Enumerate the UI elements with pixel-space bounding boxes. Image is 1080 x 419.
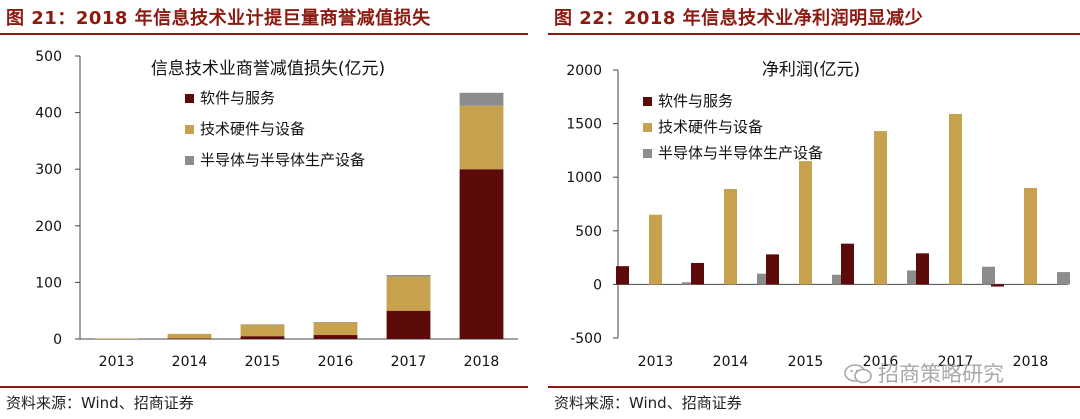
x-tick-label: 2015: [245, 354, 281, 370]
wechat-icon: [844, 364, 872, 384]
bar-2017-s0: [916, 253, 929, 285]
x-tick-label: 2013: [638, 354, 674, 370]
left-source-note: 资料来源：Wind、招商证券: [6, 394, 194, 412]
legend-label-1: 技术硬件与设备: [658, 118, 763, 136]
right-title-rule: [548, 33, 1080, 35]
watermark-text: 招商策略研究: [878, 362, 1004, 386]
y-tick-label: 400: [35, 106, 62, 122]
bar-2018-s1: [459, 105, 504, 170]
y-tick-label: 300: [35, 162, 62, 178]
x-tick-label: 2015: [788, 354, 824, 370]
bar-2013-s1: [94, 338, 139, 339]
left-title-rule: [0, 33, 528, 35]
chart-title: 净利润(亿元): [762, 60, 860, 80]
legend-swatch-2: [643, 149, 652, 158]
right-source-note: 资料来源：Wind、招商证券: [554, 394, 742, 412]
y-tick-label: 1000: [566, 170, 602, 186]
y-tick-label: -500: [570, 331, 602, 347]
legend-label-1: 技术硬件与设备: [200, 120, 305, 138]
bar-2018-s0: [459, 169, 504, 339]
left-figure-title: 图 21：2018 年信息技术业计提巨量商誉减值损失: [6, 8, 431, 29]
bar-2018-s2: [459, 92, 504, 106]
left-bottom-rule: [0, 386, 528, 388]
x-tick-label: 2014: [172, 354, 208, 370]
bar-2015-s1: [240, 324, 285, 337]
watermark: 招商策略研究: [844, 358, 1004, 388]
bar-2016-s0: [313, 335, 358, 339]
x-tick-label: 2014: [713, 354, 749, 370]
y-tick-label: 0: [593, 277, 602, 293]
right-figure-title: 图 22：2018 年信息技术业净利润明显减少: [554, 8, 924, 29]
bar-2016-s1: [874, 131, 887, 285]
bar-2014-s1: [167, 333, 212, 339]
x-tick-label: 2018: [1013, 354, 1049, 370]
y-tick-label: 500: [575, 224, 602, 240]
y-tick-label: 500: [35, 49, 62, 65]
right-bottom-rule: [548, 386, 1080, 388]
x-tick-label: 2016: [318, 354, 354, 370]
y-tick-label: 2000: [566, 63, 602, 79]
bar-2015-s2: [832, 274, 845, 285]
bar-2015-s1: [799, 161, 812, 285]
bar-2017-s2: [982, 266, 995, 285]
bar-2014-s1: [724, 188, 737, 285]
legend-label-0: 软件与服务: [658, 92, 733, 110]
bar-2017-s2: [386, 275, 431, 277]
y-tick-label: 0: [53, 332, 62, 348]
legend-swatch-0: [185, 94, 194, 103]
bar-2018-s0: [991, 284, 1004, 287]
bar-2013-s1: [649, 214, 662, 285]
x-tick-label: 2016: [863, 354, 899, 370]
x-tick-label: 2018: [464, 354, 500, 370]
legend-swatch-2: [185, 156, 194, 165]
bar-2016-s2: [313, 322, 358, 323]
bar-2017-s1: [949, 113, 962, 285]
y-tick-label: 200: [35, 219, 62, 235]
left-figure: 图 21：2018 年信息技术业计提巨量商誉减值损失 0 100 200 300 400…: [0, 0, 528, 419]
bar-2016-s1: [313, 322, 358, 336]
legend-swatch-1: [643, 123, 652, 132]
legend-label-2: 半导体与半导体生产设备: [200, 151, 365, 169]
bar-2018-s1: [1024, 187, 1037, 285]
y-tick-label: 100: [35, 275, 62, 291]
bar-2014-s2: [757, 273, 770, 285]
legend-label-2: 半导体与半导体生产设备: [658, 144, 823, 162]
bar-2014-s0: [167, 338, 212, 339]
legend-swatch-1: [185, 125, 194, 134]
y-tick-label: 1500: [566, 117, 602, 133]
x-tick-label: 2017: [391, 354, 427, 370]
x-tick-label: 2013: [99, 354, 135, 370]
bar-2015-s0: [240, 336, 285, 339]
bar-2015-s2: [240, 324, 285, 325]
grouped-bar-chart: -500 0 500 1000 1500 2000 2013 2014 2015 2016 2017…: [566, 60, 1070, 370]
bar-2017-s1: [386, 276, 431, 311]
x-tick-label: 2017: [938, 354, 974, 370]
legend-swatch-0: [643, 97, 652, 106]
bar-2016-s0: [841, 243, 854, 285]
bar-2018-s2: [1057, 272, 1070, 285]
bar-2014-s0: [691, 262, 704, 285]
right-figure: 图 22：2018 年信息技术业净利润明显减少 -500 0 500 1000 1500…: [548, 0, 1080, 419]
bar-2017-s0: [386, 310, 431, 339]
stacked-bar-chart: 0 100 200 300 400 500 2013 2014 2015 2016 2017 2018…: [35, 49, 518, 370]
bar-2013-s0: [616, 266, 629, 285]
chart-title: 信息技术业商誉减值损失(亿元): [151, 59, 385, 79]
bar-2015-s0: [766, 254, 779, 285]
legend-label-0: 软件与服务: [200, 89, 275, 107]
bar-2013-s2: [682, 282, 695, 285]
